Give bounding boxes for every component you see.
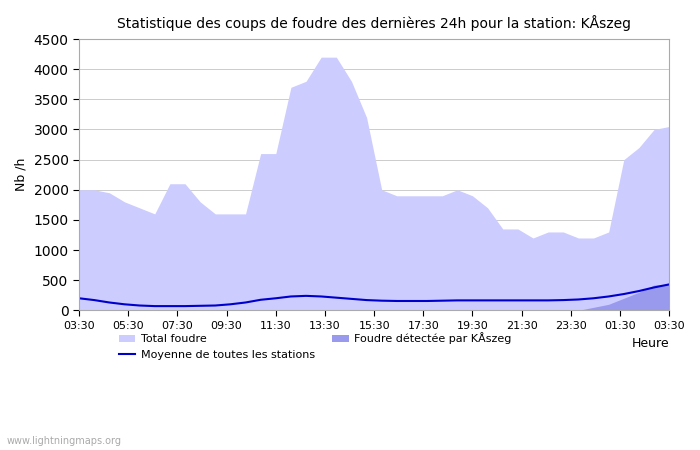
Y-axis label: Nb /h: Nb /h (15, 158, 28, 191)
Title: Statistique des coups de foudre des dernières 24h pour la station: KÅszeg: Statistique des coups de foudre des dern… (117, 15, 631, 31)
Text: www.lightningmaps.org: www.lightningmaps.org (7, 436, 122, 446)
Text: Heure: Heure (631, 338, 669, 351)
Legend: Total foudre, Moyenne de toutes les stations, Foudre détectée par KÅszeg: Total foudre, Moyenne de toutes les stat… (114, 328, 516, 365)
